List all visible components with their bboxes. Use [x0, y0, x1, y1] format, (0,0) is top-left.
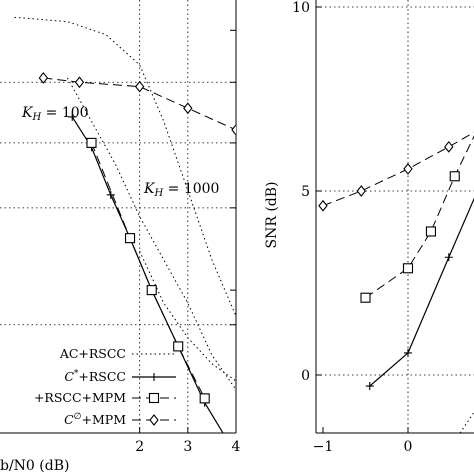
right-series-line	[322, 131, 474, 207]
left-series-marker	[231, 124, 236, 136]
right-xtick-label: 0	[404, 439, 413, 455]
left-panel: 2 3 4 b/N0 (dB) KH = 100 KH = 1000 AC+RSCC C*+R…	[0, 0, 241, 474]
legend-marker	[150, 373, 158, 381]
left-series-marker	[134, 80, 145, 93]
right-series-marker	[404, 348, 412, 357]
left-series-marker	[173, 341, 184, 352]
right-series-marker	[360, 292, 371, 303]
left-series-marker	[106, 190, 115, 199]
right-series-marker	[402, 263, 414, 274]
legend-label: AC+RSCC	[59, 346, 126, 361]
left-series-marker	[124, 233, 136, 244]
left-series-line	[14, 16, 236, 317]
right-series-line	[365, 135, 474, 299]
left-series-marker	[86, 137, 97, 148]
right-plot-area	[318, 131, 474, 433]
right-y-axis-label: SNR (dB)	[264, 181, 280, 248]
left-plot-area	[14, 16, 236, 433]
right-series-line	[459, 411, 474, 433]
legend-label: C*+RSCC	[64, 369, 126, 384]
left-series-marker	[183, 102, 193, 115]
right-series-marker	[425, 226, 437, 237]
left-series-marker	[74, 76, 85, 89]
left-series-marker	[199, 393, 210, 404]
right-series-marker	[403, 163, 413, 175]
left-series-marker	[68, 112, 77, 121]
right-series-marker	[365, 382, 374, 391]
right-xtick-label: −1	[313, 439, 334, 455]
left-xtick-label: 2	[135, 439, 144, 455]
left-series-marker	[38, 72, 49, 84]
right-ytick-label: 10	[292, 0, 310, 16]
right-series-marker	[318, 199, 328, 212]
right-series-marker	[356, 185, 366, 197]
legend-label: +RSCC+MPM	[34, 390, 126, 405]
legend-marker	[148, 392, 160, 404]
right-ytick-label: 5	[301, 184, 310, 200]
right-ytick-label: 0	[301, 368, 310, 384]
left-series-line	[66, 77, 236, 390]
legend-label: C∅+MPM	[64, 412, 126, 427]
left-series-line	[139, 250, 236, 382]
kh-annotation: KH = 100	[21, 105, 89, 123]
right-series-line	[369, 198, 474, 387]
right-series-marker	[449, 171, 460, 182]
left-xtick-label: 3	[183, 439, 192, 455]
legend: AC+RSCC C*+RSCC +RSCC+MPM C∅+MPM	[34, 346, 176, 427]
kh-annotation: KH = 1000	[143, 181, 219, 199]
right-series-marker	[444, 140, 454, 153]
left-xtick-label: 4	[232, 439, 241, 455]
left-x-axis-label: b/N0 (dB)	[0, 458, 69, 474]
right-series-marker	[444, 253, 453, 262]
legend-marker	[149, 414, 159, 426]
left-series-marker	[146, 285, 157, 296]
